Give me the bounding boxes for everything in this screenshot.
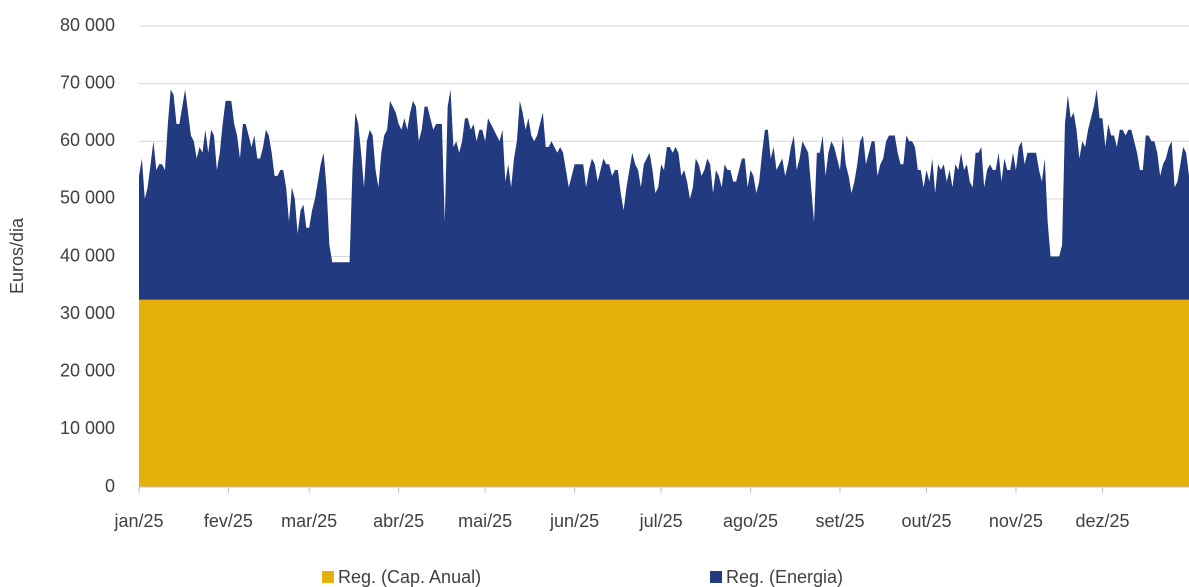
x-tick-label: jun/25 bbox=[549, 511, 599, 531]
y-tick-label: 60 000 bbox=[60, 130, 115, 150]
x-tick-label: jan/25 bbox=[113, 511, 163, 531]
x-tick-label: dez/25 bbox=[1075, 511, 1129, 531]
x-tick-label: abr/25 bbox=[373, 511, 424, 531]
area bbox=[139, 89, 1189, 300]
x-tick-label: set/25 bbox=[815, 511, 864, 531]
y-tick-label: 10 000 bbox=[60, 418, 115, 438]
x-tick-label: ago/25 bbox=[723, 511, 778, 531]
x-tick-label: fev/25 bbox=[204, 511, 253, 531]
area bbox=[139, 299, 1189, 487]
legend-swatch bbox=[710, 571, 722, 583]
x-tick-label: jul/25 bbox=[639, 511, 683, 531]
legend-label: Reg. (Cap. Anual) bbox=[338, 567, 481, 587]
y-tick-label: 50 000 bbox=[60, 188, 115, 208]
y-tick-label: 20 000 bbox=[60, 361, 115, 381]
x-tick-label: mai/25 bbox=[458, 511, 512, 531]
y-tick-label: 40 000 bbox=[60, 245, 115, 265]
y-axis-label: Euros/dia bbox=[7, 217, 27, 294]
y-tick-label: 0 bbox=[105, 476, 115, 496]
legend-label: Reg. (Energia) bbox=[726, 567, 843, 587]
legend-swatch bbox=[322, 571, 334, 583]
y-tick-label: 30 000 bbox=[60, 303, 115, 323]
y-tick-label: 70 000 bbox=[60, 72, 115, 92]
x-tick-label: mar/25 bbox=[281, 511, 337, 531]
x-tick-label: nov/25 bbox=[989, 511, 1043, 531]
x-tick-label: out/25 bbox=[901, 511, 951, 531]
y-tick-label: 80 000 bbox=[60, 15, 115, 35]
